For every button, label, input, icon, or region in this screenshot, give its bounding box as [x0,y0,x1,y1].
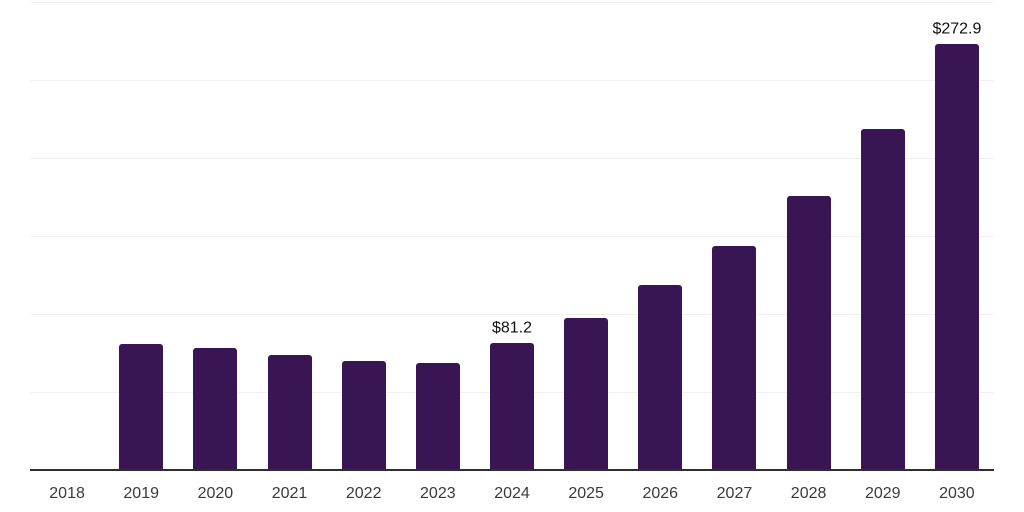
bar-2023 [415,363,460,470]
gridline [30,236,994,237]
bar-value-label-2030: $272.9 [932,20,982,38]
bar-2024 [490,343,534,470]
bar-2022 [341,360,386,470]
bar-2027 [712,245,757,470]
gridline [30,2,994,3]
bar-2030 [934,44,979,470]
x-axis-tick-label-2028: 2028 [790,485,827,502]
x-axis-tick-label-2025: 2025 [568,485,604,502]
bar-2020 [193,347,238,470]
x-axis-tick-label-2023: 2023 [420,485,456,502]
x-axis-line [30,469,994,471]
bar-value-label-2024: $81.2 [491,319,533,337]
x-axis-tick-label-2024: 2024 [494,485,530,502]
x-axis-tick-label-2018: 2018 [49,485,85,502]
bar-2026 [638,285,683,470]
x-axis-tick-label-2026: 2026 [642,485,679,502]
gridline [30,80,994,81]
bar-2029 [860,128,905,470]
x-axis-tick-label-2020: 2020 [197,485,234,502]
bar-2021 [267,355,312,470]
x-axis-tick-label-2019: 2019 [123,485,159,502]
x-axis-tick-label-2021: 2021 [271,485,308,502]
x-axis-tick-label-2030: 2030 [939,485,975,502]
x-axis-tick-label-2022: 2022 [345,485,382,502]
bar-2019 [119,343,164,470]
gridline [30,314,994,315]
gridline [30,158,994,159]
bar-2025 [564,317,609,470]
x-axis-tick-label-2029: 2029 [864,485,901,502]
x-axis-tick-label-2027: 2027 [716,485,753,502]
bar-2028 [786,195,831,470]
